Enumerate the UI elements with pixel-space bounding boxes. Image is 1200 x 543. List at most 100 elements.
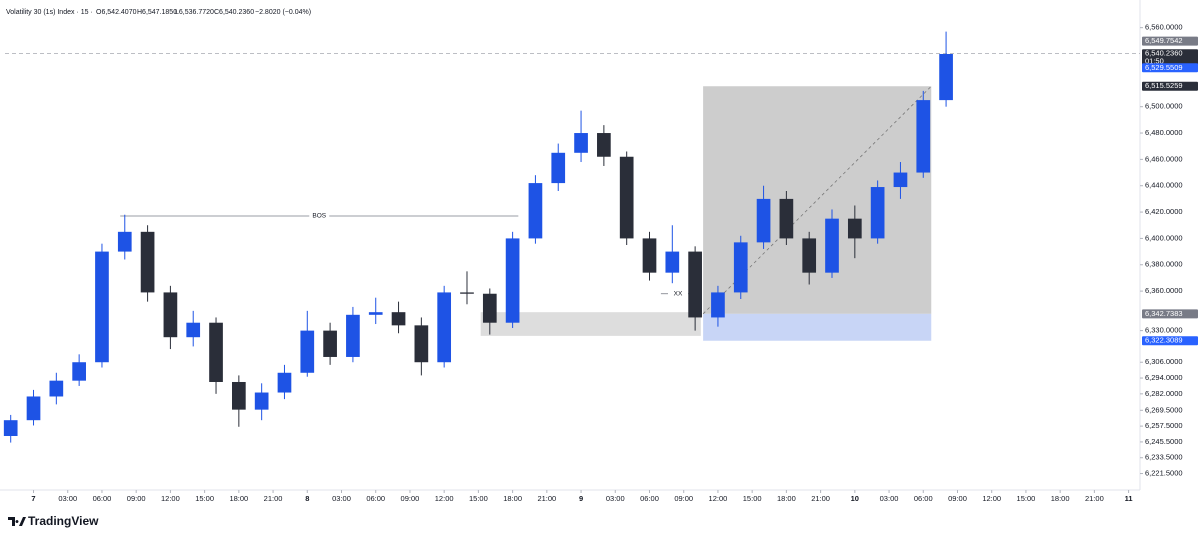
candle-body (528, 183, 543, 239)
x-tick-label: 9 (579, 494, 583, 503)
y-tick-label: 6,294.0000 (1145, 373, 1183, 382)
price-label: 6,322.3089 (1145, 336, 1183, 345)
candle-body (893, 172, 908, 188)
y-tick-label: 6,245.5000 (1145, 437, 1183, 446)
y-tick-label: 6,282.0000 (1145, 389, 1183, 398)
candle-body (437, 292, 452, 363)
logo: TradingView (8, 514, 99, 528)
candle-body (186, 322, 201, 338)
price-label-box (1142, 336, 1198, 346)
candle-body (551, 152, 566, 184)
price-label-box (1142, 309, 1198, 319)
x-tick-label: 18:00 (777, 494, 796, 503)
x-tick-label: 06:00 (914, 494, 933, 503)
y-tick-label: 6,233.5000 (1145, 453, 1183, 462)
candle-body (847, 218, 862, 239)
x-tick-label: 21:00 (1085, 494, 1104, 503)
ohlc-low: L6,536.7720 (175, 9, 214, 16)
candle-body (3, 420, 18, 436)
y-tick-label: 6,269.5000 (1145, 405, 1183, 414)
y-tick-label: 6,380.0000 (1145, 260, 1183, 269)
price-label: 6,549.7542 (1145, 36, 1183, 45)
candle-body (916, 100, 931, 173)
x-tick-label: 12:00 (161, 494, 180, 503)
candle-body (619, 156, 634, 239)
x-tick-label: 03:00 (58, 494, 77, 503)
y-tick-label: 6,440.0000 (1145, 181, 1183, 190)
x-tick-label: 15:00 (1017, 494, 1036, 503)
y-tick-label: 6,257.5000 (1145, 421, 1183, 430)
x-tick-label: 09:00 (401, 494, 420, 503)
candle-body (346, 314, 360, 357)
x-tick-label: 03:00 (332, 494, 351, 503)
candle-body (939, 54, 953, 101)
candle-body (414, 325, 429, 363)
x-tick-label: 11 (1125, 494, 1133, 503)
candle-body (779, 198, 794, 239)
ohlc-open: O6,542.4070 (96, 9, 137, 16)
candle-body (711, 292, 725, 318)
price-label-box (1142, 63, 1198, 73)
x-tick-label: 15:00 (195, 494, 214, 503)
x-tick-label: 18:00 (1051, 494, 1070, 503)
price-label-box (1142, 36, 1198, 46)
x-tick-label: 06:00 (366, 494, 385, 503)
x-tick-label: 09:00 (127, 494, 146, 503)
position-stop (703, 313, 932, 341)
candle-body (209, 322, 223, 382)
price-label-box (1142, 49, 1198, 67)
zone (480, 312, 701, 336)
candle-body (460, 292, 474, 294)
x-tick-label: 03:00 (606, 494, 625, 503)
x-tick-label: 21:00 (264, 494, 283, 503)
x-tick-label: 06:00 (640, 494, 659, 503)
ohlc-close: C6,540.2360 (214, 9, 254, 16)
price-countdown: 01:50 (1145, 57, 1164, 66)
symbol: Volatility 30 (1s) Index · 15 · (6, 9, 93, 16)
y-tick-label: 6,460.0000 (1145, 154, 1183, 163)
x-tick-label: 06:00 (93, 494, 112, 503)
annotation-label: BOS (312, 213, 326, 220)
candle-body (482, 293, 497, 323)
candle-body (300, 330, 315, 373)
candle-body (756, 198, 771, 243)
x-tick-label: 12:00 (709, 494, 728, 503)
candle-body (802, 238, 817, 273)
candle-body (140, 231, 155, 293)
price-label: 6,529.5509 (1145, 63, 1183, 72)
y-tick-label: 6,330.0000 (1145, 326, 1183, 335)
candle-body (505, 238, 520, 323)
y-tick-label: 6,360.0000 (1145, 286, 1183, 295)
x-tick-label: 18:00 (229, 494, 248, 503)
y-tick-label: 6,500.0000 (1145, 102, 1183, 111)
x-tick-label: 21:00 (811, 494, 830, 503)
candle-body (72, 362, 86, 381)
candle-body (323, 330, 337, 357)
y-tick-label: 6,560.0000 (1145, 23, 1183, 32)
ohlc-change: −2.8020 (−0.04%) (255, 9, 311, 16)
x-tick-label: 10 (851, 494, 859, 503)
candle-body (391, 312, 406, 326)
y-tick-label: 6,480.0000 (1145, 128, 1183, 137)
candle-body (870, 187, 885, 239)
candle-body (117, 231, 132, 252)
candle-body (642, 238, 657, 273)
ohlc-high: H6,547.1850 (137, 9, 177, 16)
candle-body (163, 292, 178, 338)
candle-body (688, 251, 702, 318)
candle-body (232, 381, 246, 410)
candle-body (26, 396, 41, 421)
candle-body (254, 392, 269, 410)
candle-body (95, 251, 109, 363)
y-tick-label: 6,306.0000 (1145, 357, 1183, 366)
x-tick-label: 12:00 (982, 494, 1001, 503)
price-label: 6,515.5259 (1145, 81, 1183, 90)
brand: TradingView (28, 514, 99, 528)
x-tick-label: 09:00 (948, 494, 967, 503)
y-tick-label: 6,221.5000 (1145, 469, 1183, 478)
candle-body (574, 133, 588, 153)
y-tick-label: 6,400.0000 (1145, 233, 1183, 242)
candle-body (665, 251, 680, 273)
